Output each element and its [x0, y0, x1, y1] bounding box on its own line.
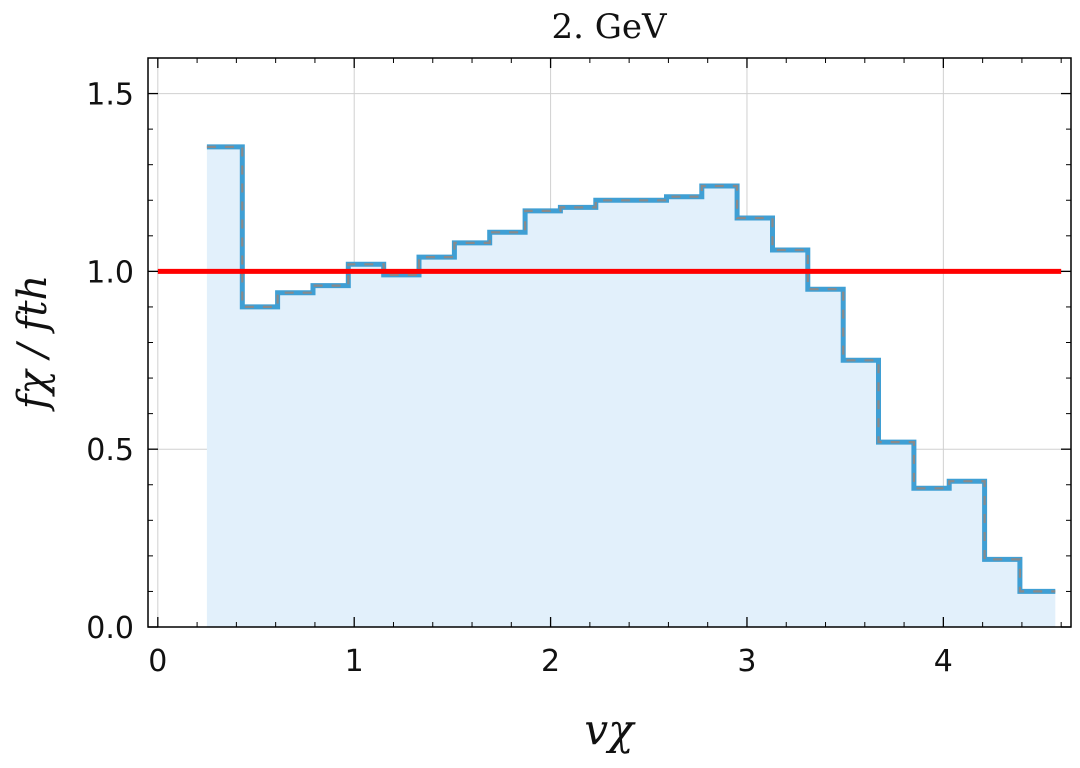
- y-tick-label: 1.5: [86, 78, 134, 113]
- tick-labels: 0 1 2 3 4 0.0 0.5 1.0 1.5: [86, 78, 953, 679]
- y-tick-label: 0.0: [86, 611, 134, 646]
- chart-title: 2. GeV: [551, 7, 668, 47]
- y-tick-label: 0.5: [86, 433, 134, 468]
- histogram-dashed-overlay: [206, 145, 1056, 593]
- x-axis-label: vχ: [584, 705, 636, 754]
- y-axis-label: fχ / fth: [10, 275, 56, 413]
- x-tick-label: 1: [345, 644, 364, 679]
- x-tick-label: 0: [148, 644, 167, 679]
- x-tick-label: 2: [541, 644, 560, 679]
- axis-ticks: [148, 58, 1071, 628]
- x-tick-label: 3: [737, 644, 756, 679]
- histogram-fill: [206, 146, 1056, 627]
- y-tick-label: 1.0: [86, 255, 134, 290]
- x-tick-label: 4: [934, 644, 953, 679]
